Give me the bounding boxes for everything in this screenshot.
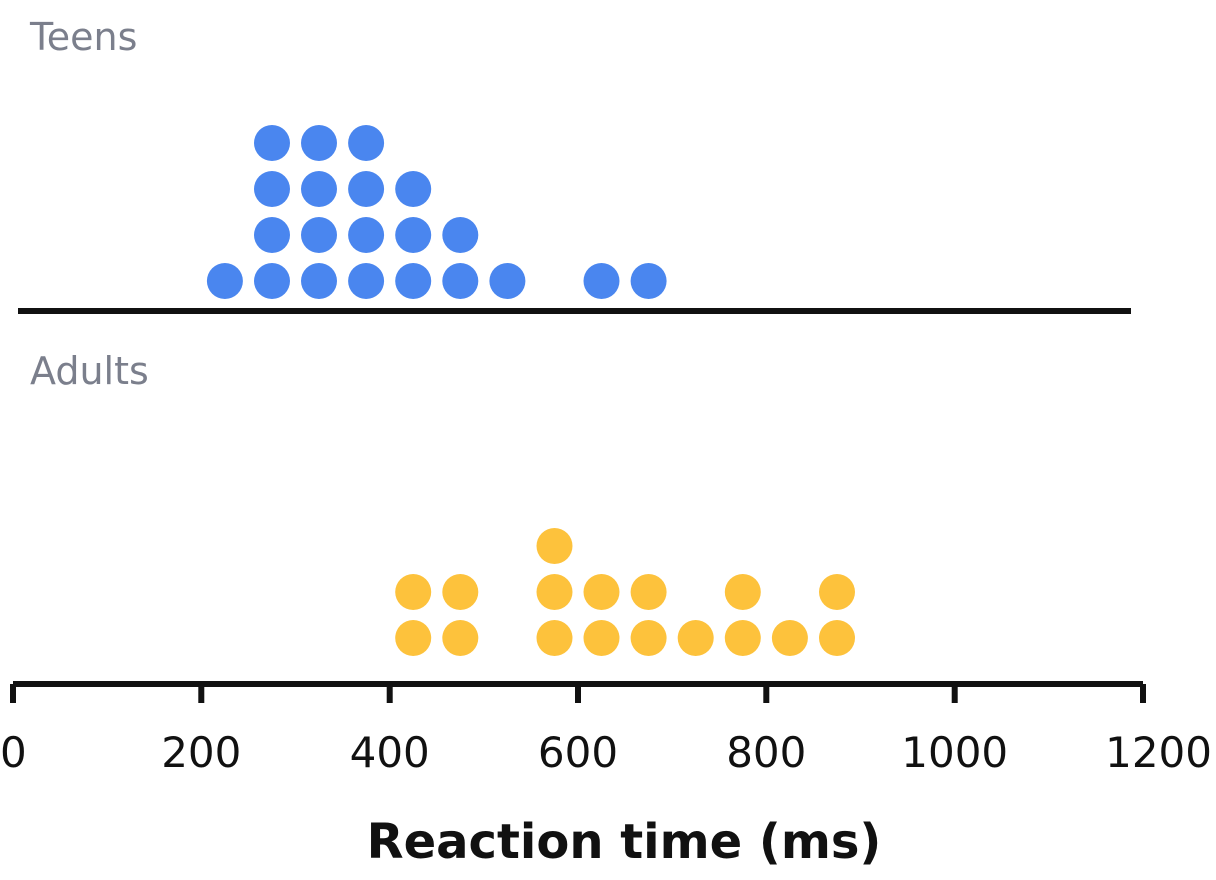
- teens-dot: [301, 263, 337, 299]
- teens-dots: [206, 125, 667, 299]
- teens-dot: [254, 171, 290, 207]
- adults-dot: [536, 528, 573, 564]
- teens-dot: [301, 171, 337, 207]
- teens-dot: [348, 171, 385, 207]
- adults-dot: [819, 620, 855, 656]
- adults-dot: [395, 574, 432, 610]
- x-tick-label: 0: [0, 728, 27, 777]
- adults-dot: [536, 620, 573, 656]
- x-tick-label: 400: [350, 728, 430, 777]
- teens-group-label: Teens: [29, 15, 137, 59]
- teens-dot: [254, 217, 290, 253]
- adults-dot: [771, 620, 808, 656]
- adults-dot: [724, 574, 761, 610]
- x-tick-label: 1000: [901, 728, 1008, 777]
- teens-dot: [442, 263, 479, 299]
- teens-dot: [348, 263, 385, 299]
- teens-dot: [206, 263, 243, 299]
- x-axis-title: Reaction time (ms): [367, 814, 882, 870]
- x-tick-label: 600: [538, 728, 618, 777]
- teens-dot: [630, 263, 667, 299]
- adults-group-label: Adults: [30, 349, 149, 393]
- adults-dot: [630, 574, 667, 610]
- adults-dot: [583, 574, 620, 610]
- teens-dot: [254, 125, 290, 161]
- teens-dot: [254, 263, 290, 299]
- adults-dot: [583, 620, 620, 656]
- adults-dot: [442, 574, 479, 610]
- adults-dot: [724, 620, 761, 656]
- teens-dot: [395, 217, 432, 253]
- teens-dot: [301, 125, 337, 161]
- adults-dot: [395, 620, 432, 656]
- teens-dot: [442, 217, 479, 253]
- adults-dots: [395, 528, 855, 656]
- adults-dot: [630, 620, 667, 656]
- adults-dot: [819, 574, 855, 610]
- teens-dot: [395, 263, 432, 299]
- teens-dot: [489, 263, 526, 299]
- adults-dot: [536, 574, 573, 610]
- x-tick-label: 800: [726, 728, 806, 777]
- x-tick-label: 1200: [1105, 728, 1212, 777]
- teens-dot: [348, 217, 385, 253]
- teens-dot: [348, 125, 385, 161]
- teens-dot: [301, 217, 337, 253]
- teens-dot: [395, 171, 432, 207]
- adults-dot: [677, 620, 714, 656]
- adults-dot: [442, 620, 479, 656]
- x-axis-ticks: 0 200 400 600 800 1000 1200: [0, 684, 1212, 777]
- teens-dot: [583, 263, 620, 299]
- x-tick-label: 200: [161, 728, 241, 777]
